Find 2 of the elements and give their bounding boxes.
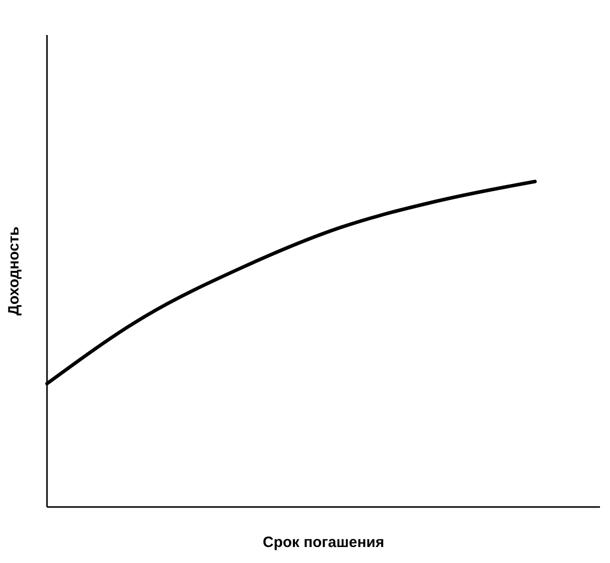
x-axis-title: Срок погашения bbox=[262, 534, 384, 551]
y-axis-title: Доходность bbox=[5, 226, 22, 316]
